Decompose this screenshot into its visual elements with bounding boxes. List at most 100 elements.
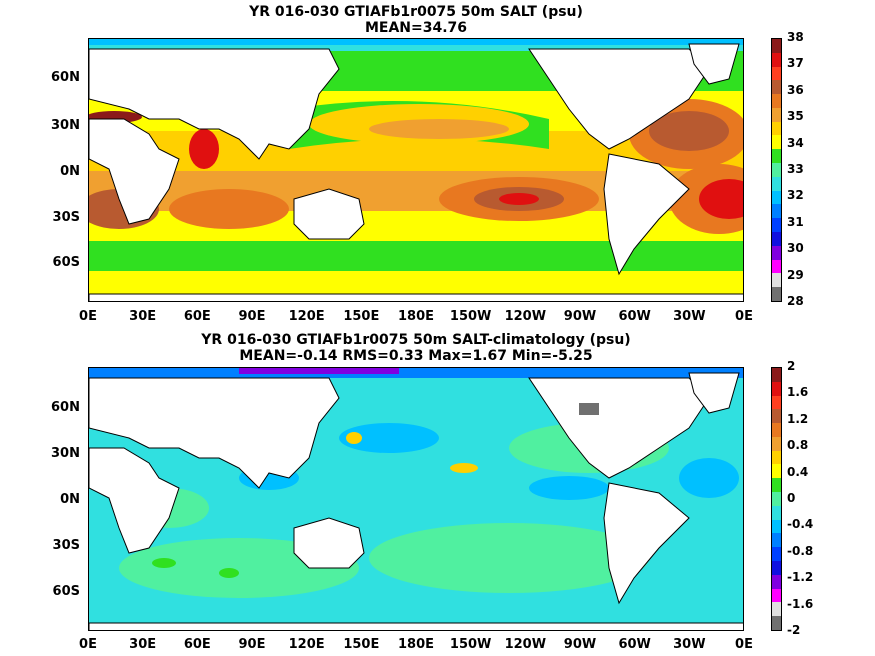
bottom-title: YR 016-030 GTIAFb1r0075 50m SALT-climato… bbox=[201, 332, 631, 348]
bottom-colorbar-segment bbox=[772, 519, 781, 534]
bottom-colorbar-label: 0 bbox=[787, 491, 796, 505]
land-africa bbox=[89, 118, 180, 225]
land-australia bbox=[293, 188, 365, 240]
top-colorbar-label: 28 bbox=[787, 294, 804, 308]
top-colorbar bbox=[771, 38, 782, 302]
top-colorbar-segment bbox=[772, 121, 781, 136]
top-colorbar-segment bbox=[772, 204, 781, 219]
top-salinity-map bbox=[88, 38, 744, 302]
bottom-colorbar-segment bbox=[772, 381, 781, 396]
top-ylabel-60n: 60N bbox=[51, 70, 80, 85]
bottom-ylabel-0n: 0N bbox=[60, 492, 80, 507]
top-colorbar-segment bbox=[772, 176, 781, 191]
bottom-ylabel-30n: 30N bbox=[51, 446, 80, 461]
top-title: YR 016-030 GTIAFb1r0075 50m SALT (psu) bbox=[249, 4, 583, 20]
top-colorbar-segment bbox=[772, 273, 781, 288]
bottom-colorbar-label: 1.2 bbox=[787, 411, 809, 426]
top-colorbar-segment bbox=[772, 231, 781, 246]
bottom-ylabel-30s: 30S bbox=[52, 538, 80, 553]
land-greenland bbox=[688, 43, 740, 85]
land-eurasia bbox=[89, 48, 340, 160]
bottom-xlabel-1: 30E bbox=[129, 637, 157, 652]
bottom-colorbar-segment bbox=[772, 478, 781, 493]
top-colorbar-segment bbox=[772, 80, 781, 95]
bottom-subtitle: MEAN=-0.14 RMS=0.33 Max=1.67 Min=-5.25 bbox=[239, 348, 593, 364]
top-colorbar-label: 29 bbox=[787, 267, 804, 282]
bottom-colorbar-segment bbox=[772, 464, 781, 479]
bottom-colorbar-label: -0.8 bbox=[787, 543, 814, 558]
bottom-xlabel-8: 120W bbox=[504, 637, 547, 652]
bottom-colorbar-label: -1.2 bbox=[787, 570, 814, 585]
top-colorbar-segment bbox=[772, 287, 781, 301]
bottom-anomaly-map bbox=[88, 367, 744, 631]
bottom-colorbar bbox=[771, 367, 782, 631]
bottom-colorbar-label: 2 bbox=[787, 359, 796, 373]
bottom-colorbar-segment bbox=[772, 423, 781, 437]
top-ylabel-30n: 30N bbox=[51, 118, 80, 133]
bottom-colorbar-segment bbox=[772, 450, 781, 465]
top-xlabel-9: 90W bbox=[563, 309, 597, 324]
bottom-xlabel-9: 90W bbox=[563, 637, 597, 652]
top-colorbar-label: 30 bbox=[787, 241, 804, 256]
top-xlabel-5: 150E bbox=[343, 309, 380, 324]
bottom-xlabel-5: 150E bbox=[343, 637, 380, 652]
top-colorbar-label: 38 bbox=[787, 30, 804, 44]
top-colorbar-segment bbox=[772, 245, 781, 260]
top-colorbar-label: 32 bbox=[787, 188, 804, 203]
bottom-xlabel-7: 150W bbox=[449, 637, 492, 652]
bottom-colorbar-segment bbox=[772, 547, 781, 561]
bottom-colorbar-segment bbox=[772, 368, 781, 382]
bottom-colorbar-label: 1.6 bbox=[787, 385, 809, 400]
top-colorbar-segment bbox=[772, 218, 781, 232]
top-colorbar-segment bbox=[772, 52, 781, 67]
bottom-xlabel-4: 120E bbox=[288, 637, 325, 652]
bottom-colorbar-label: 0.4 bbox=[787, 464, 809, 479]
bottom-colorbar-segment bbox=[772, 533, 781, 548]
top-colorbar-label: 34 bbox=[787, 135, 804, 150]
top-xlabel-1: 30E bbox=[129, 309, 157, 324]
top-xlabel-0: 0E bbox=[79, 309, 97, 324]
top-colorbar-segment bbox=[772, 66, 781, 81]
top-xlabel-7: 150W bbox=[449, 309, 492, 324]
top-colorbar-segment bbox=[772, 149, 781, 164]
top-colorbar-segment bbox=[772, 259, 781, 274]
top-xlabel-3: 90E bbox=[238, 309, 266, 324]
land-antarctica bbox=[89, 293, 743, 301]
bottom-colorbar-segment bbox=[772, 616, 781, 630]
top-colorbar-segment bbox=[772, 163, 781, 177]
top-xlabel-11: 30W bbox=[673, 309, 706, 324]
bottom-xlabel-0: 0E bbox=[79, 637, 97, 652]
top-subtitle: MEAN=34.76 bbox=[364, 20, 468, 36]
bottom-xlabel-2: 60E bbox=[183, 637, 211, 652]
bottom-colorbar-segment bbox=[772, 588, 781, 603]
top-xlabel-4: 120E bbox=[288, 309, 325, 324]
bottom-colorbar-label: -0.4 bbox=[787, 517, 814, 532]
top-colorbar-label: 33 bbox=[787, 162, 804, 176]
bottom-colorbar-label: -2 bbox=[787, 623, 801, 637]
bottom-colorbar-label: 0.8 bbox=[787, 438, 809, 453]
bottom-colorbar-segment bbox=[772, 409, 781, 424]
bottom-ylabel-60s: 60S bbox=[52, 584, 80, 599]
bottom-colorbar-segment bbox=[772, 560, 781, 575]
bottom-colorbar-segment bbox=[772, 505, 781, 520]
ocean-band-southern bbox=[89, 241, 743, 271]
top-colorbar-segment bbox=[772, 135, 781, 150]
bottom-colorbar-segment bbox=[772, 436, 781, 451]
top-colorbar-segment bbox=[772, 190, 781, 205]
top-colorbar-label: 35 bbox=[787, 109, 804, 124]
bottom-xlabel-11: 30W bbox=[673, 637, 706, 652]
top-xlabel-6: 180E bbox=[397, 309, 435, 324]
top-colorbar-segment bbox=[772, 94, 781, 108]
bottom-colorbar-segment bbox=[772, 492, 781, 506]
land-south-america bbox=[603, 153, 690, 276]
top-colorbar-label: 31 bbox=[787, 214, 804, 229]
bottom-ylabel-60n: 60N bbox=[51, 400, 80, 415]
top-ylabel-0n: 0N bbox=[60, 164, 80, 179]
bottom-colorbar-segment bbox=[772, 395, 781, 410]
bottom-colorbar-label: -1.6 bbox=[787, 596, 814, 611]
top-ylabel-60s: 60S bbox=[52, 255, 80, 270]
top-colorbar-label: 37 bbox=[787, 56, 804, 71]
bottom-xlabel-6: 180E bbox=[397, 637, 435, 652]
top-colorbar-label: 36 bbox=[787, 82, 804, 97]
bottom-xlabel-12: 0E bbox=[735, 637, 753, 652]
